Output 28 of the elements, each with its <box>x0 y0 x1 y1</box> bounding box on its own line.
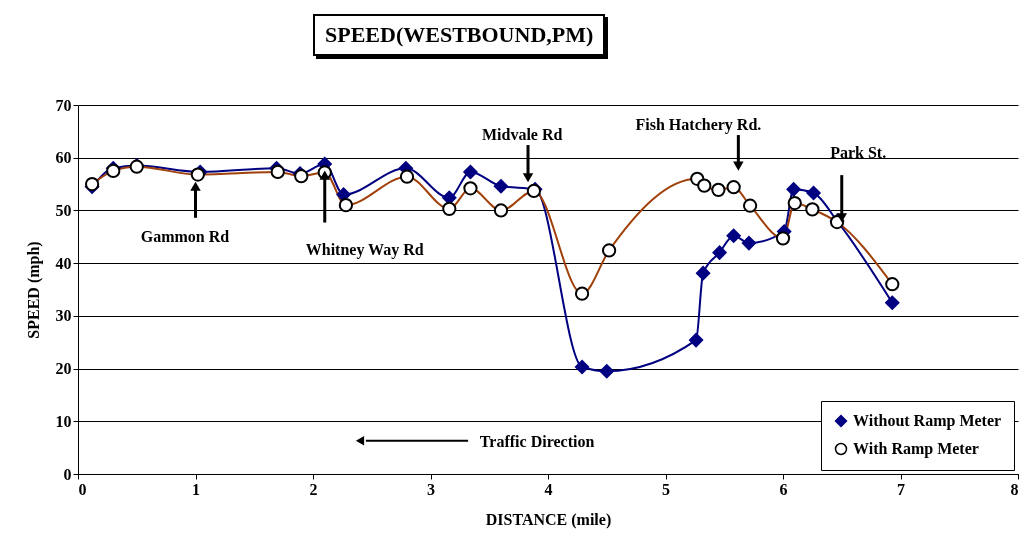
x-axis-title: DISTANCE (mile) <box>485 510 612 529</box>
x-tick-label: 5 <box>662 480 670 498</box>
annotation: Traffic Direction <box>479 432 595 450</box>
y-tick-label: 60 <box>55 149 72 167</box>
annotation: Fish Hatchery Rd. <box>635 116 762 135</box>
y-tick-label: 40 <box>55 254 72 272</box>
y-tick-label: 10 <box>55 412 72 430</box>
x-tick-label: 3 <box>427 480 435 498</box>
x-tick-label: 0 <box>78 480 87 498</box>
y-tick-label: 0 <box>63 465 72 483</box>
annotation: Park St. <box>830 143 887 161</box>
annotation: Whitney Way Rd <box>305 240 424 259</box>
legend-label: With Ramp Meter <box>853 440 979 458</box>
annotation: Gammon Rd <box>140 227 230 245</box>
y-tick-label: 50 <box>55 201 72 219</box>
y-tick-label: 70 <box>55 96 72 114</box>
x-tick-label: 2 <box>309 480 318 498</box>
y-tick-label: 30 <box>55 307 72 325</box>
x-tick-label: 7 <box>897 480 905 498</box>
y-axis-title: SPEED (mph) <box>24 241 43 339</box>
x-tick-label: 6 <box>779 480 788 498</box>
chart-title: SPEED(WESTBOUND,PM) <box>313 14 606 56</box>
x-tick-label: 8 <box>1010 480 1019 498</box>
annotation: Midvale Rd <box>481 126 563 144</box>
y-tick-label: 20 <box>55 360 72 378</box>
x-tick-label: 4 <box>544 480 553 498</box>
x-tick-label: 1 <box>192 480 200 498</box>
legend-label: Without Ramp Meter <box>853 412 1002 430</box>
